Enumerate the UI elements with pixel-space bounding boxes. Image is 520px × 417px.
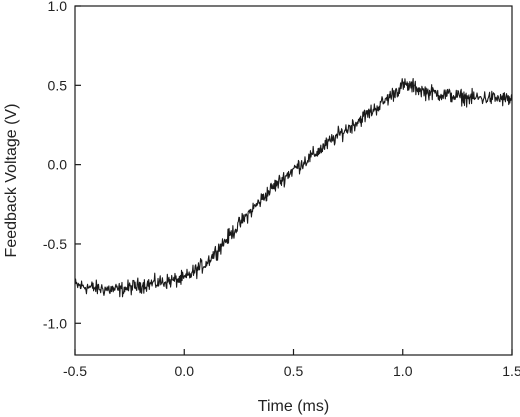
x-tick-label: 0.0	[175, 363, 195, 379]
x-tick-label: 1.0	[393, 363, 413, 379]
x-axis-label: Time (ms)	[258, 398, 329, 415]
x-tick-label: -0.5	[63, 363, 87, 379]
plot-frame	[74, 5, 513, 356]
plot-area	[74, 78, 513, 298]
y-axis-label: Feedback Voltage (V)	[3, 104, 20, 258]
x-axis-ticks: -0.5 0.0 0.5 1.0 1.5	[63, 349, 520, 379]
y-tick-label: -0.5	[43, 236, 67, 252]
y-tick-label: 0.0	[48, 157, 68, 173]
series-line	[74, 78, 513, 298]
y-tick-label: 1.0	[48, 0, 68, 14]
x-tick-label: 0.5	[284, 363, 304, 379]
y-tick-label: 0.5	[48, 77, 68, 93]
x-tick-label: 1.5	[502, 363, 520, 379]
y-tick-label: -1.0	[43, 315, 67, 331]
y-axis-ticks: -1.0 -0.5 0.0 0.5 1.0	[43, 0, 81, 331]
